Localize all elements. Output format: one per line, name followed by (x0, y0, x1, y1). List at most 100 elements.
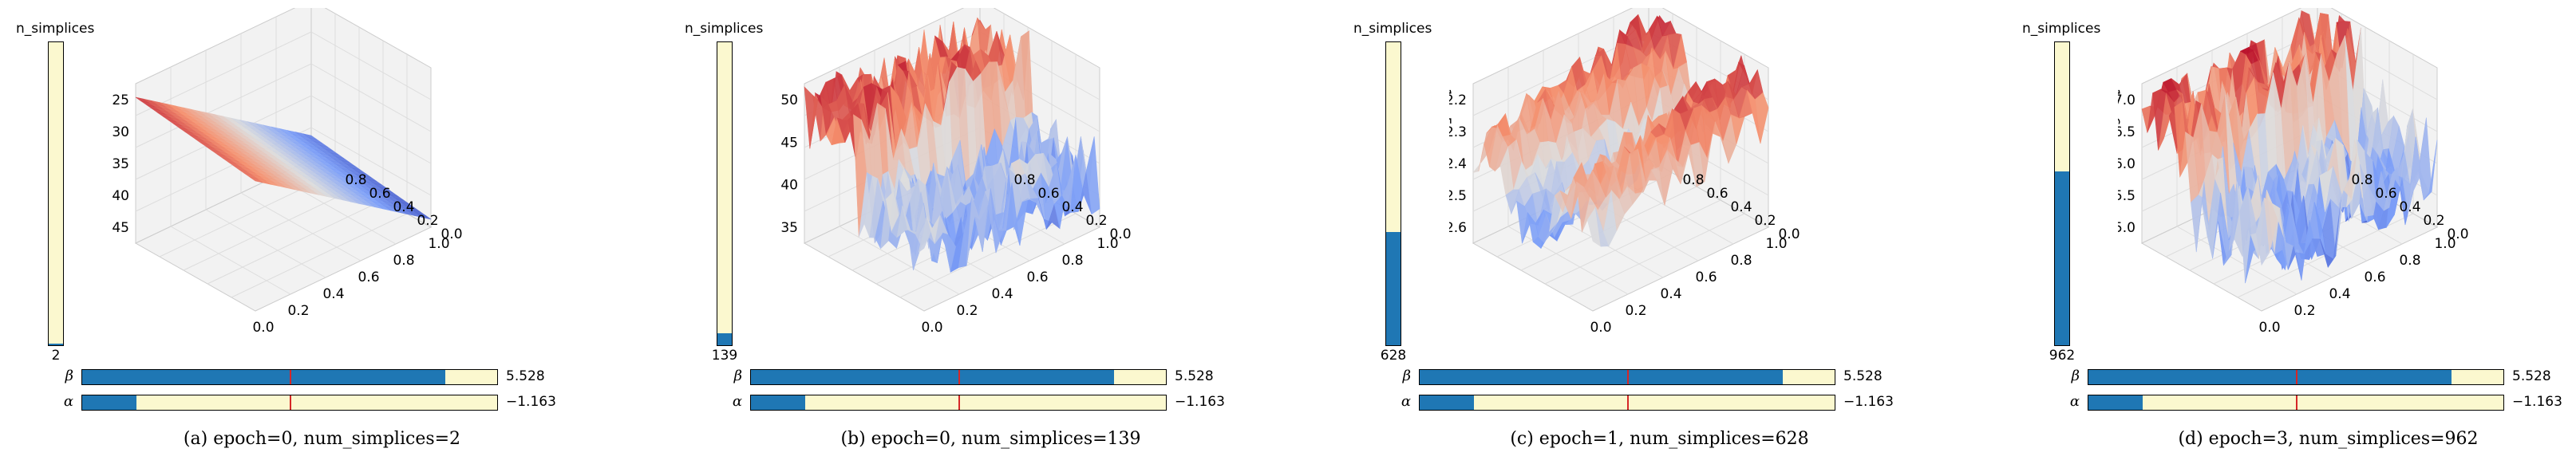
grid-line (231, 213, 408, 298)
panel-a: n_simplices 2 −0.0125 −0.0130 −0.0135 −0.01… (0, 0, 644, 472)
y-tick-label: 0.6 (2375, 186, 2396, 202)
y-tick-label: 0.6 (1706, 186, 1728, 202)
beta-slider[interactable] (81, 369, 498, 385)
n-simplices-bar (2054, 41, 2070, 346)
beta-symbol: β (1402, 368, 1411, 384)
x-tick-label: 0.4 (1660, 286, 1681, 302)
alpha-slider-marker[interactable] (958, 395, 960, 410)
beta-slider-marker[interactable] (958, 370, 960, 384)
beta-symbol: β (2071, 368, 2080, 384)
alpha-value: −1.163 (506, 394, 556, 410)
x-tick-label: 0.4 (991, 286, 1013, 302)
z-tick-label: −0.0140 (112, 188, 129, 204)
x-tick-label: 0.8 (2399, 253, 2420, 269)
alpha-slider-fill (2088, 395, 2143, 410)
y-tick-label: 0.2 (2423, 213, 2444, 229)
n-simplices-value: 962 (2049, 348, 2076, 364)
alpha-symbol: α (1401, 393, 1411, 410)
x-tick-label: 0.2 (1625, 303, 1646, 319)
n-simplices-bar (717, 41, 733, 346)
z-scale-label: 1e−6 (2118, 88, 2122, 125)
x-tick-label: 1.0 (2434, 236, 2455, 252)
y-tick-label: 0.2 (417, 213, 438, 229)
alpha-slider[interactable] (1419, 395, 1835, 411)
caption: (d) epoch=3, num_simplices=962 (2178, 429, 2479, 449)
x-tick-label: 0.0 (1590, 320, 1611, 336)
panel-c: n_simplices 628 −2.2−2.3−2.4−2.5−2.60.00… (1337, 0, 1981, 472)
y-tick-label: 0.4 (1730, 199, 1752, 215)
x-tick-label: 0.8 (393, 253, 414, 269)
alpha-value: −1.163 (1175, 394, 1225, 410)
x-tick-label: 1.0 (1765, 236, 1787, 252)
y-tick-label: 0.6 (1037, 186, 1059, 202)
n-simplices-bar (1385, 41, 1401, 346)
panel-b: n_simplices 139 0.0001650 0.0001645 0.0001… (669, 0, 1313, 472)
surface-patch (1085, 136, 1100, 215)
alpha-slider[interactable] (2088, 395, 2504, 411)
x-tick-label: 0.6 (1695, 269, 1717, 285)
beta-slider[interactable] (2088, 369, 2504, 385)
y-tick-label: 0.4 (393, 199, 414, 215)
z-scale-label: 1e−5 (1449, 88, 1453, 125)
beta-value: 5.528 (1175, 368, 1214, 384)
panel-d: n_simplices 962 7.0 6.5 6.0 5.5 5.0 0.0 0.2 0.4… (2006, 0, 2576, 472)
alpha-slider-marker[interactable] (2296, 395, 2297, 410)
caption: (c) epoch=1, num_simplices=628 (1510, 429, 1809, 449)
alpha-slider[interactable] (81, 395, 498, 411)
x-tick-label: 0.4 (2329, 286, 2350, 302)
beta-symbol: β (733, 368, 742, 384)
grid-line (170, 226, 291, 295)
x-tick-label: 0.0 (252, 320, 274, 336)
beta-value: 5.528 (1843, 368, 1883, 384)
grid-line (183, 186, 360, 271)
y-tick-label: 0.0 (441, 226, 462, 242)
x-tick-label: 0.4 (322, 286, 344, 302)
alpha-slider-fill (751, 395, 805, 410)
x-tick-label: 0.6 (1026, 269, 1048, 285)
alpha-slider-fill (82, 395, 136, 410)
beta-slider[interactable] (750, 369, 1167, 385)
grid-line (1568, 213, 1745, 298)
caption: (b) epoch=0, num_simplices=139 (840, 429, 1141, 449)
alpha-symbol: α (732, 393, 742, 410)
surface-plot: −0.0125−0.0130−0.0135−0.0140−0.01450.00.… (112, 8, 511, 375)
alpha-slider[interactable] (750, 395, 1167, 411)
alpha-slider-marker[interactable] (1627, 395, 1629, 410)
beta-value: 5.528 (506, 368, 545, 384)
beta-slider-marker[interactable] (2296, 370, 2297, 384)
z-tick-label: −2.3 (1449, 124, 1467, 140)
z-tick-label: −0.0125 (112, 92, 129, 108)
beta-slider[interactable] (1419, 369, 1835, 385)
x-tick-label: 0.6 (2364, 269, 2385, 285)
y-tick-label: 0.8 (2351, 172, 2373, 188)
z-tick-label: −0.0130 (112, 124, 129, 140)
x-tick-label: 0.0 (921, 320, 942, 336)
beta-slider-marker[interactable] (1627, 370, 1629, 384)
y-tick-label: 0.8 (1682, 172, 1704, 188)
caption: (a) epoch=0, num_simplices=2 (183, 429, 461, 449)
x-tick-label: 0.8 (1730, 253, 1752, 269)
y-tick-label: 0.2 (1085, 213, 1107, 229)
x-tick-label: 0.6 (358, 269, 379, 285)
grid-line (135, 31, 312, 116)
grid-line (240, 192, 362, 262)
surface-patch (2423, 140, 2438, 200)
grid-line (1507, 226, 1629, 295)
surface-patch (417, 213, 432, 220)
grid-line (135, 63, 312, 148)
surface-plot: 7.0 6.5 6.0 5.5 5.0 0.0 0.2 0.4 0.6 0.8 1.0 0.0 0.2 0… (2118, 8, 2517, 375)
surface-plot-svg: −0.0125−0.0130−0.0135−0.0140−0.01450.00.… (112, 8, 463, 336)
beta-value: 5.528 (2512, 368, 2551, 384)
z-tick-label: −2.6 (1449, 220, 1467, 236)
n-simplices-label: n_simplices (16, 21, 95, 37)
y-tick-label: 0.6 (369, 186, 390, 202)
alpha-value: −1.163 (1843, 394, 1894, 410)
beta-slider-marker[interactable] (290, 370, 291, 384)
alpha-slider-marker[interactable] (290, 395, 291, 410)
n-simplices-fill (49, 344, 63, 345)
x-tick-label: 0.2 (956, 303, 978, 319)
surface (135, 96, 432, 220)
z-tick-label: −2.2 (1449, 92, 1467, 108)
z-tick-label: −2.5 (1449, 188, 1467, 204)
y-tick-label: 0.4 (2399, 199, 2420, 215)
